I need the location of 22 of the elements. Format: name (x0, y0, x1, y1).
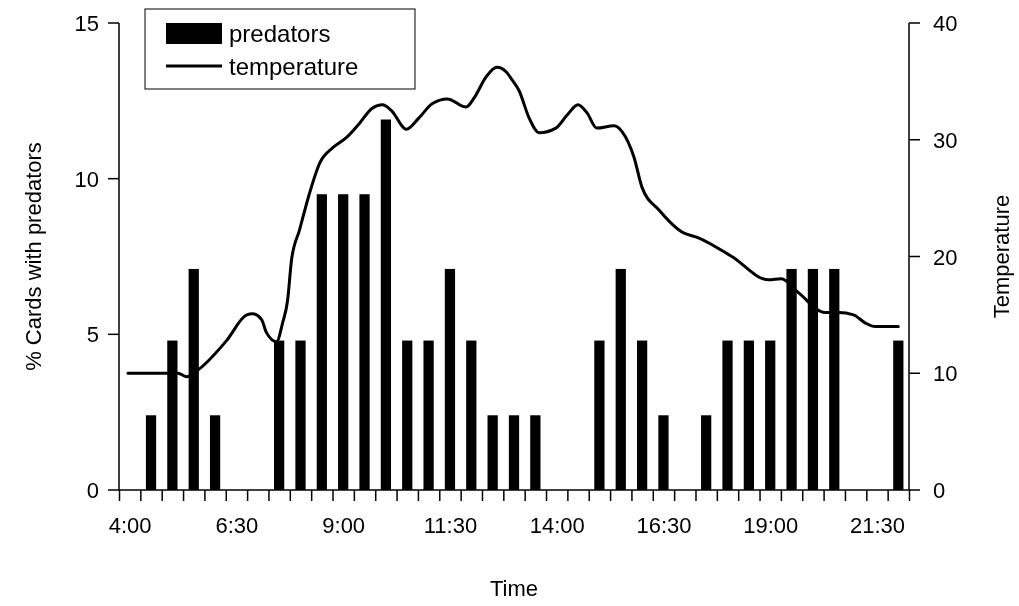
legend-label: predators (229, 20, 331, 47)
y-axis-title: % Cards with predators (21, 142, 46, 371)
y2-axis-title: Temperature (989, 194, 1014, 319)
y-tick-label: 5 (86, 322, 99, 348)
x-tick-label: 21:30 (849, 512, 905, 538)
y2-tick-label: 10 (933, 361, 958, 387)
x-tick-label: 9:00 (322, 512, 366, 538)
x-tick-label: 4:00 (108, 512, 152, 538)
x-tick-label: 19:00 (743, 512, 799, 538)
legend-label: temperature (229, 53, 359, 80)
y-tick-label: 15 (74, 11, 99, 36)
y2-tick-label: 40 (933, 11, 958, 36)
y-tick-label: 10 (74, 166, 99, 192)
x-axis-title: Time (489, 576, 539, 601)
x-tick-label: 11:30 (423, 512, 478, 538)
y2-tick-label: 20 (933, 244, 958, 270)
y2-tick-label: 30 (933, 127, 958, 153)
x-tick-label: 14:00 (529, 512, 585, 538)
x-tick-label: 6:30 (215, 512, 259, 538)
y2-tick-label: 0 (933, 478, 946, 503)
y-tick-label: 0 (86, 478, 99, 503)
x-tick-label: 16:30 (636, 512, 692, 538)
